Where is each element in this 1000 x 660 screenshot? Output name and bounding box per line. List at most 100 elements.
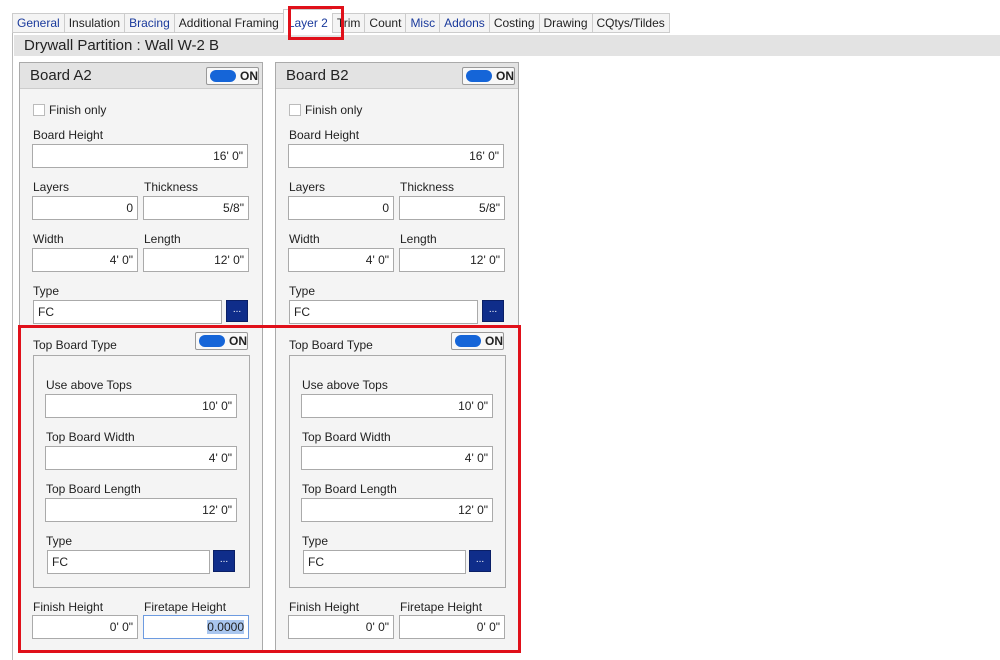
use-above-tops-input-value: 10' 0" — [202, 399, 232, 413]
toggle-label: ON — [496, 69, 514, 83]
firetape-height-label: Firetape Height — [144, 600, 227, 614]
finish-only-label: Finish only — [49, 103, 107, 117]
top-board-width-label: Top Board Width — [302, 430, 391, 444]
length-input-value: 12' 0" — [214, 253, 244, 267]
finish-only-checkbox[interactable] — [289, 104, 301, 116]
tab-count[interactable]: Count — [364, 13, 406, 33]
type-input[interactable]: FC — [289, 300, 478, 324]
board-height-input[interactable]: 16' 0" — [32, 144, 248, 168]
length-label: Length — [400, 232, 437, 246]
top-board-width-input[interactable]: 4' 0" — [45, 446, 237, 470]
layers-label: Layers — [33, 180, 70, 194]
layers-input-value: 0 — [126, 201, 133, 215]
width-input-value: 4' 0" — [365, 253, 389, 267]
layers-input-value: 0 — [382, 201, 389, 215]
tab-drawing[interactable]: Drawing — [538, 13, 592, 33]
board-height-label: Board Height — [33, 128, 104, 142]
finish-only-checkbox[interactable] — [33, 104, 45, 116]
length-input[interactable]: 12' 0" — [399, 248, 505, 272]
width-input-value: 4' 0" — [109, 253, 133, 267]
top-board-width-label: Top Board Width — [46, 430, 135, 444]
tab-bracing[interactable]: Bracing — [124, 13, 174, 33]
use-above-tops-label: Use above Tops — [302, 378, 388, 392]
board-height-input-value: 16' 0" — [469, 149, 499, 163]
type-label: Type — [33, 284, 60, 298]
top-board-length-label: Top Board Length — [302, 482, 397, 496]
top-board-type-label: Top Board Type — [289, 338, 373, 352]
top-type-label: Type — [46, 534, 73, 548]
toggle-knob — [199, 335, 225, 347]
tab-addons[interactable]: Addons — [439, 13, 489, 33]
board-toggle[interactable]: ON — [462, 67, 515, 85]
toggle-label: ON — [240, 69, 258, 83]
thickness-label: Thickness — [144, 180, 199, 194]
tab-cqtys-tildes[interactable]: CQtys/Tildes — [591, 13, 670, 33]
top-board-toggle[interactable]: ON — [451, 332, 504, 350]
width-label: Width — [33, 232, 64, 246]
toggle-knob — [210, 70, 236, 82]
top-board-group — [289, 355, 506, 588]
width-label: Width — [289, 232, 320, 246]
board-panel: Board B2 ON Finish only Board Height 16'… — [275, 62, 519, 652]
use-above-tops-input[interactable]: 10' 0" — [45, 394, 237, 418]
width-input[interactable]: 4' 0" — [288, 248, 394, 272]
tab-misc[interactable]: Misc — [405, 13, 440, 33]
top-type-input[interactable]: FC — [303, 550, 466, 574]
thickness-input[interactable]: 5/8" — [399, 196, 505, 220]
firetape-height-input-value: 0' 0" — [476, 620, 500, 634]
board-toggle[interactable]: ON — [206, 67, 259, 85]
content-frame — [12, 33, 1000, 660]
tab-costing[interactable]: Costing — [488, 13, 539, 33]
tab-layer-2[interactable]: Layer 2 — [282, 9, 332, 33]
top-type-input-value: FC — [308, 555, 324, 569]
top-type-input[interactable]: FC — [47, 550, 210, 574]
finish-only-label: Finish only — [305, 103, 363, 117]
top-board-toggle[interactable]: ON — [195, 332, 248, 350]
finish-height-label: Finish Height — [289, 600, 360, 614]
use-above-tops-input-value: 10' 0" — [458, 399, 488, 413]
top-board-type-label: Top Board Type — [33, 338, 117, 352]
width-input[interactable]: 4' 0" — [32, 248, 138, 272]
top-board-width-input-value: 4' 0" — [464, 451, 488, 465]
firetape-height-input[interactable]: 0.0000 — [143, 615, 249, 639]
use-above-tops-label: Use above Tops — [46, 378, 132, 392]
tab-general[interactable]: General — [12, 13, 64, 33]
toggle-label: ON — [229, 334, 247, 348]
type-input-value: FC — [38, 305, 54, 319]
top-board-width-input[interactable]: 4' 0" — [301, 446, 493, 470]
finish-height-input[interactable]: 0' 0" — [32, 615, 138, 639]
use-above-tops-input[interactable]: 10' 0" — [301, 394, 493, 418]
tab-additional-framing[interactable]: Additional Framing — [173, 13, 283, 33]
finish-height-input[interactable]: 0' 0" — [288, 615, 394, 639]
browse-top-type-button[interactable]: ... — [213, 550, 235, 572]
top-board-length-input-value: 12' 0" — [202, 503, 232, 517]
layers-input[interactable]: 0 — [288, 196, 394, 220]
board-height-input[interactable]: 16' 0" — [288, 144, 504, 168]
toggle-knob — [466, 70, 492, 82]
top-board-length-label: Top Board Length — [46, 482, 141, 496]
browse-top-type-button[interactable]: ... — [469, 550, 491, 572]
top-board-length-input[interactable]: 12' 0" — [301, 498, 493, 522]
finish-height-label: Finish Height — [33, 600, 104, 614]
thickness-input-value: 5/8" — [223, 201, 244, 215]
tab-insulation[interactable]: Insulation — [63, 13, 125, 33]
browse-type-button[interactable]: ... — [226, 300, 248, 322]
layers-input[interactable]: 0 — [32, 196, 138, 220]
finish-height-input-value: 0' 0" — [109, 620, 133, 634]
firetape-height-input[interactable]: 0' 0" — [399, 615, 505, 639]
type-input-value: FC — [294, 305, 310, 319]
length-input-value: 12' 0" — [470, 253, 500, 267]
type-label: Type — [289, 284, 316, 298]
top-board-group — [33, 355, 250, 588]
top-board-width-input-value: 4' 0" — [208, 451, 232, 465]
toggle-label: ON — [485, 334, 503, 348]
firetape-height-input-value: 0.0000 — [207, 620, 244, 634]
length-input[interactable]: 12' 0" — [143, 248, 249, 272]
type-input[interactable]: FC — [33, 300, 222, 324]
thickness-label: Thickness — [400, 180, 455, 194]
top-board-length-input[interactable]: 12' 0" — [45, 498, 237, 522]
browse-type-button[interactable]: ... — [482, 300, 504, 322]
board-height-input-value: 16' 0" — [213, 149, 243, 163]
tab-trim[interactable]: Trim — [331, 13, 365, 33]
thickness-input[interactable]: 5/8" — [143, 196, 249, 220]
